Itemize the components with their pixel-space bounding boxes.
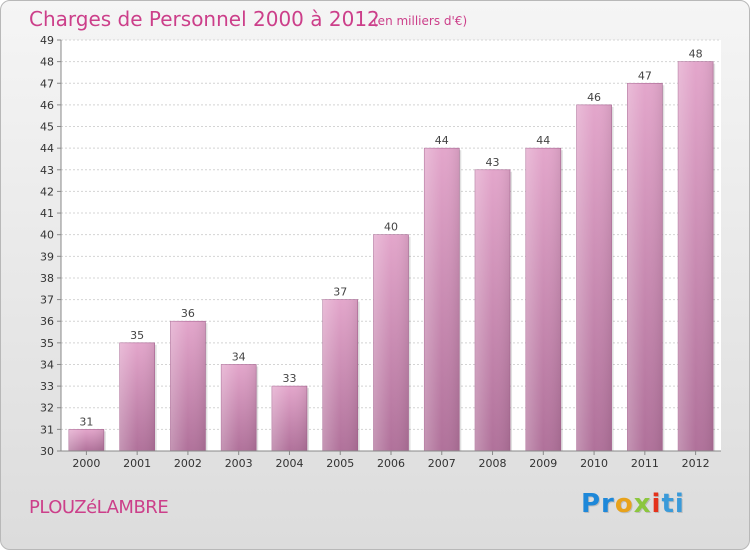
data-label-2001: 35 (130, 329, 144, 342)
logo-part-1: Pr (581, 489, 615, 519)
x-tick-label: 2011 (631, 457, 659, 470)
y-tick-label: 30 (40, 445, 54, 458)
x-tick-label: 2005 (326, 457, 354, 470)
chart-title: Charges de Personnel 2000 à 2012 (29, 7, 380, 31)
bar-sheen (678, 61, 714, 451)
bar-sheen (271, 386, 307, 451)
data-label-2007: 44 (435, 134, 449, 147)
logo-part-3: x (633, 489, 652, 519)
town-name: PLOUZéLAMBRE (29, 497, 169, 518)
data-label-2002: 36 (181, 307, 195, 320)
y-tick-label: 31 (40, 423, 54, 436)
bar-sheen (221, 364, 257, 451)
x-tick-label: 2008 (479, 457, 507, 470)
y-tick-label: 35 (40, 337, 54, 350)
x-tick-label: 2010 (580, 457, 608, 470)
y-tick-label: 48 (40, 56, 54, 69)
y-tick-label: 49 (40, 34, 54, 47)
bar-sheen (627, 83, 663, 452)
bar-sheen (322, 299, 358, 451)
x-tick-label: 2001 (123, 457, 151, 470)
y-tick-label: 43 (40, 164, 54, 177)
y-tick-label: 38 (40, 272, 54, 285)
bar-sheen (576, 104, 612, 451)
y-tick-label: 44 (40, 142, 54, 155)
y-tick-label: 45 (40, 121, 54, 134)
y-tick-label: 40 (40, 229, 54, 242)
data-label-2010: 46 (587, 91, 601, 104)
y-tick-label: 41 (40, 207, 54, 220)
unit-note: (en milliers d'€) (373, 14, 468, 28)
logo-part-4: i (651, 489, 662, 519)
x-tick-label: 2007 (428, 457, 456, 470)
x-tick-label: 2002 (174, 457, 202, 470)
data-label-2009: 44 (536, 134, 550, 147)
bar-sheen (119, 342, 155, 451)
y-tick-label: 36 (40, 315, 54, 328)
y-tick-label: 39 (40, 250, 54, 263)
logo-part-2: o (614, 489, 634, 519)
y-tick-label: 47 (40, 77, 54, 90)
y-tick-label: 46 (40, 99, 54, 112)
data-label-2012: 48 (689, 48, 703, 61)
bar-sheen (424, 148, 460, 451)
x-tick-label: 2004 (275, 457, 303, 470)
data-label-2000: 31 (79, 415, 93, 428)
x-tick-label: 2003 (225, 457, 253, 470)
data-label-2008: 43 (486, 156, 500, 169)
bar-sheen (373, 234, 409, 451)
data-label-2006: 40 (384, 221, 398, 234)
x-tick-label: 2000 (72, 457, 100, 470)
logo-part-5: ti (661, 489, 685, 519)
data-label-2003: 34 (232, 350, 246, 363)
data-label-2005: 37 (333, 286, 347, 299)
bar-sheen (170, 321, 206, 451)
x-tick-label: 2009 (529, 457, 557, 470)
y-tick-label: 42 (40, 185, 54, 198)
bar-sheen (68, 429, 104, 451)
y-tick-label: 37 (40, 294, 54, 307)
data-label-2011: 47 (638, 69, 652, 82)
proxiti-logo: Proxiti (581, 489, 685, 519)
x-tick-label: 2006 (377, 457, 405, 470)
bar-sheen (525, 148, 561, 451)
y-tick-label: 34 (40, 358, 54, 371)
x-tick-label: 2012 (682, 457, 710, 470)
data-label-2004: 33 (282, 372, 296, 385)
y-tick-label: 33 (40, 380, 54, 393)
bar-sheen (475, 169, 511, 451)
y-tick-label: 32 (40, 402, 54, 415)
